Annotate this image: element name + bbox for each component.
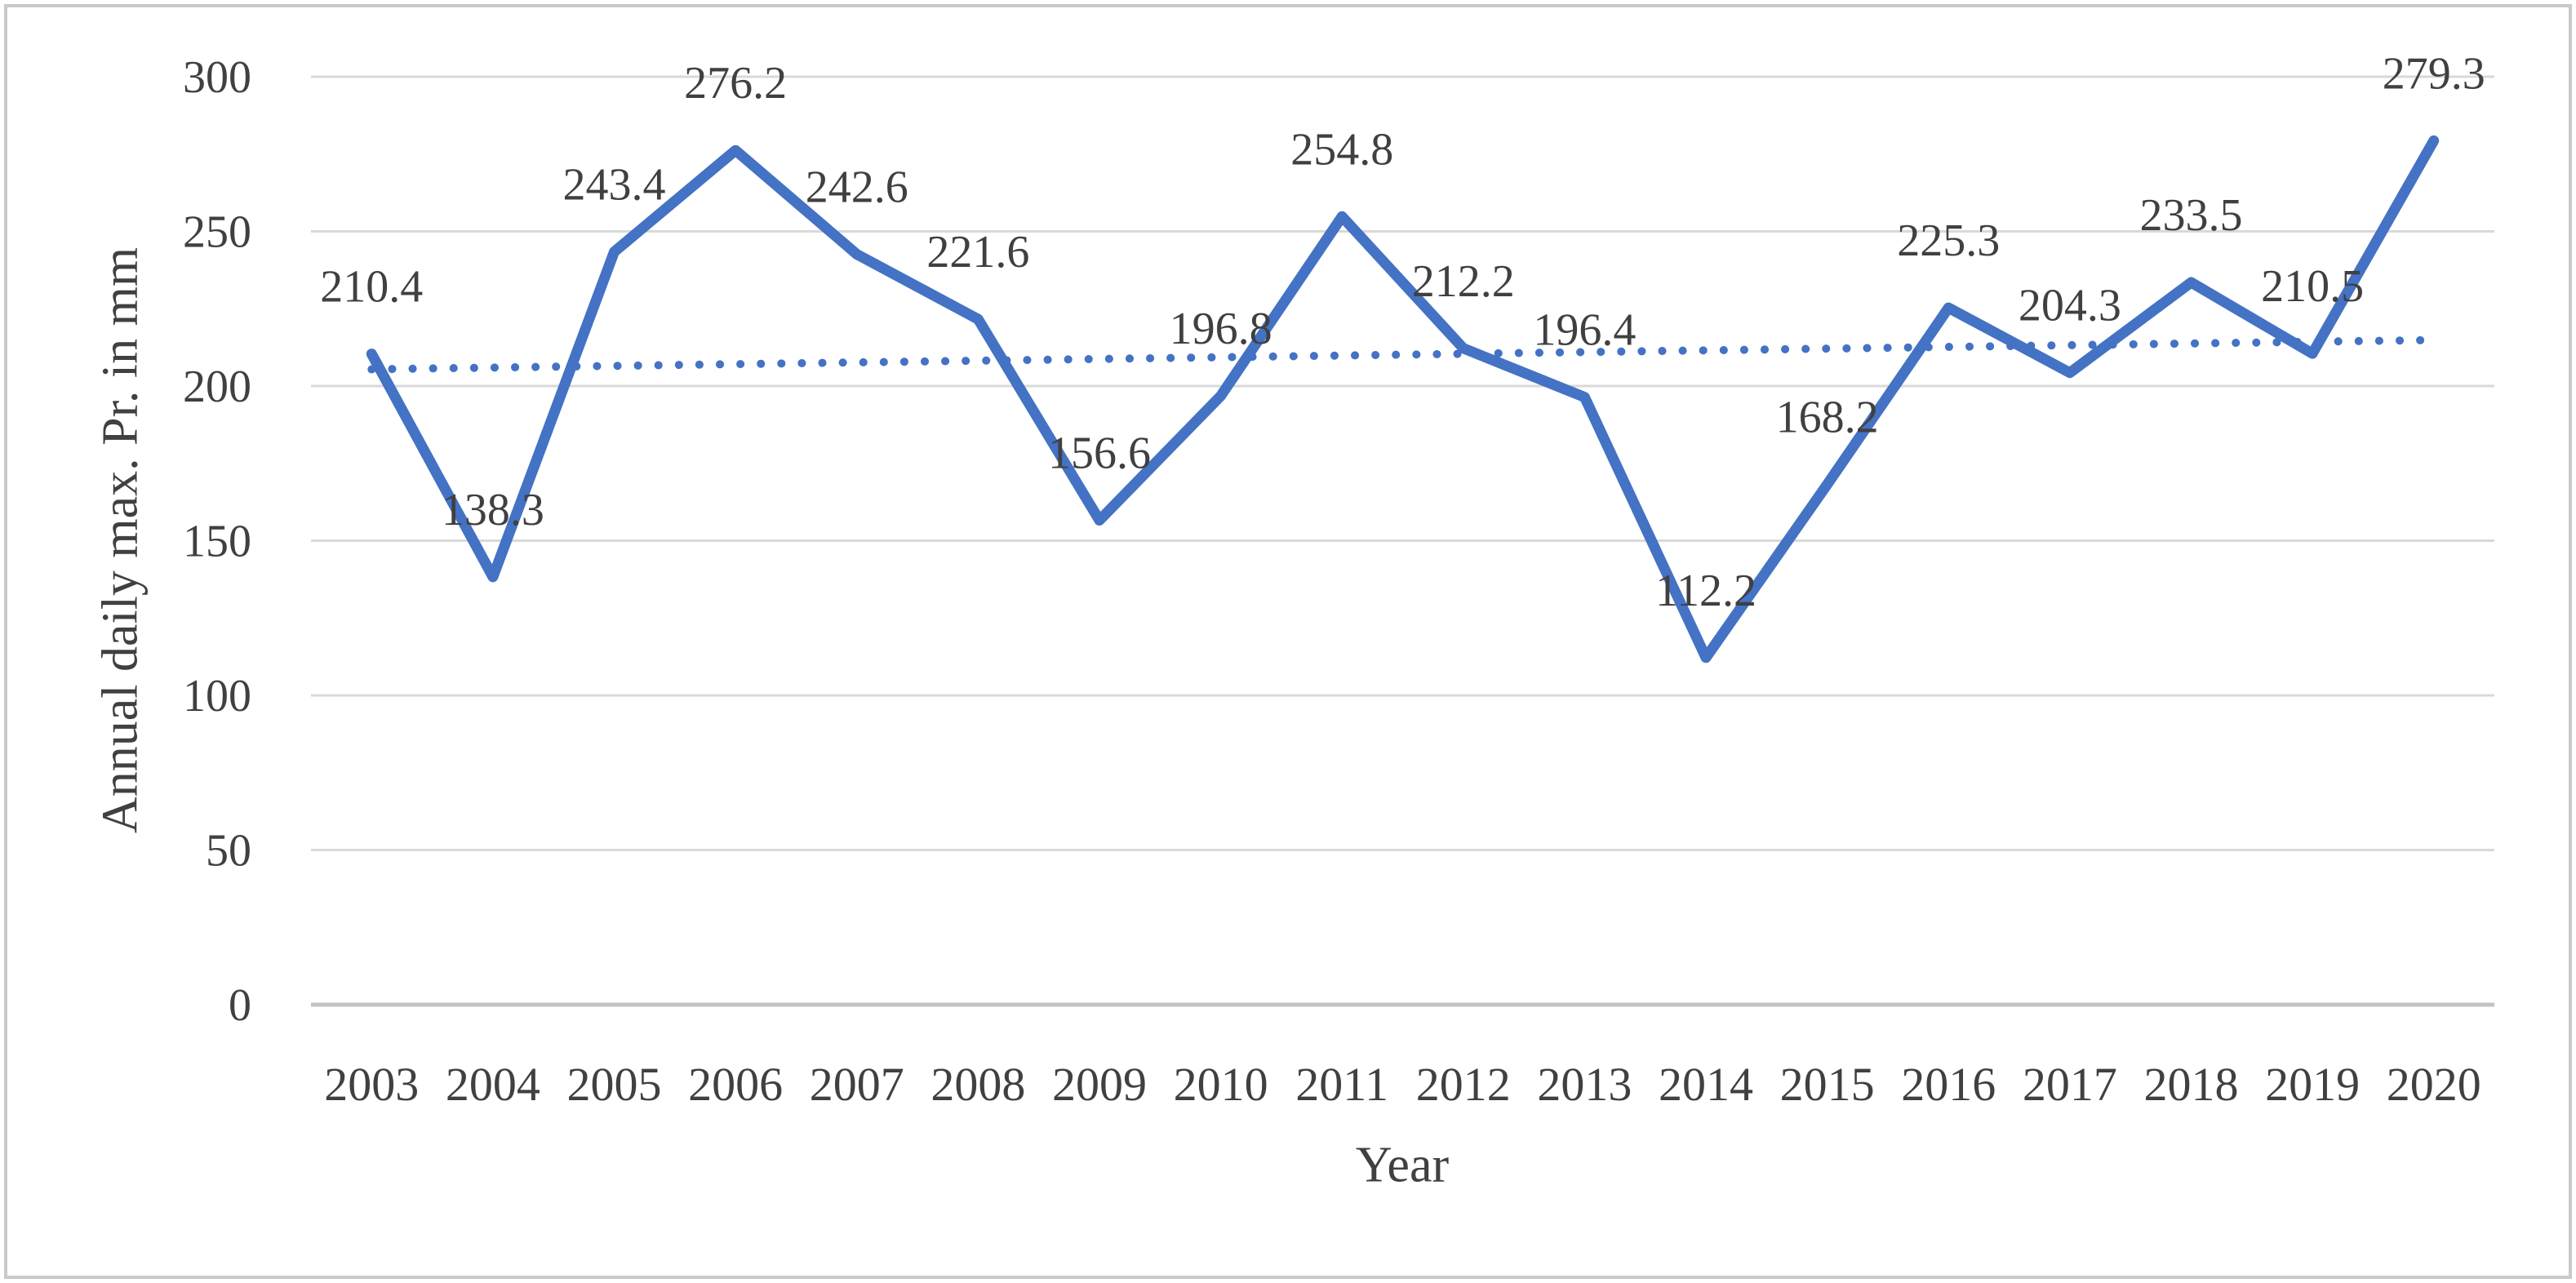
x-tick-label: 2004: [446, 1058, 540, 1111]
y-tick-label: 150: [183, 517, 251, 567]
data-label: 276.2: [684, 58, 787, 109]
x-tick-label: 2009: [1052, 1058, 1147, 1111]
data-label: 242.6: [806, 162, 908, 213]
data-label: 196.4: [1533, 305, 1636, 356]
y-tick-label: 50: [206, 826, 251, 877]
x-tick-label: 2014: [1659, 1058, 1753, 1111]
y-axis-title: Annual daily max. Pr. in mm: [92, 246, 149, 834]
trendline-dotted: [367, 335, 2438, 374]
y-tick-label: 300: [183, 52, 251, 103]
data-label: 210.4: [320, 262, 423, 313]
x-tick-label: 2016: [1901, 1058, 1996, 1111]
x-tick-label: 2018: [2143, 1058, 2238, 1111]
data-label: 225.3: [1897, 215, 2000, 266]
data-label: 156.6: [1048, 428, 1151, 478]
y-tick-label: 250: [183, 207, 251, 258]
x-tick-label: 2019: [2265, 1058, 2360, 1111]
data-label: 212.2: [1412, 256, 1515, 307]
data-label: 254.8: [1290, 124, 1393, 175]
x-tick-label: 2005: [567, 1058, 662, 1111]
x-tick-label: 2015: [1780, 1058, 1875, 1111]
data-label: 243.4: [563, 160, 666, 211]
data-label: 196.8: [1170, 304, 1272, 354]
x-tick-label: 2007: [810, 1058, 904, 1111]
data-label: 233.5: [2139, 190, 2242, 241]
x-tick-label: 2012: [1416, 1058, 1511, 1111]
series-line: [366, 135, 2440, 664]
y-tick-label: 0: [229, 980, 251, 1031]
x-tick-label: 2013: [1537, 1058, 1632, 1111]
x-tick-label: 2006: [688, 1058, 783, 1111]
x-tick-label: 2011: [1295, 1058, 1388, 1111]
data-label: 112.2: [1655, 566, 1757, 616]
data-label: 168.2: [1776, 393, 1879, 443]
y-tick-label: 100: [183, 671, 251, 721]
x-tick-label: 2010: [1174, 1058, 1268, 1111]
y-tick-label: 200: [183, 362, 251, 412]
data-label: 279.3: [2383, 48, 2485, 99]
data-label: 138.3: [442, 485, 544, 535]
x-tick-label: 2008: [930, 1058, 1025, 1111]
data-label: 204.3: [2019, 281, 2121, 331]
x-tick-label: 2017: [2023, 1058, 2117, 1111]
data-label: 210.5: [2261, 261, 2364, 312]
x-tick-label: 2003: [324, 1058, 419, 1111]
data-label: 221.6: [926, 227, 1029, 277]
x-axis-title: Year: [1355, 1137, 1450, 1193]
x-tick-label: 2020: [2387, 1058, 2481, 1111]
